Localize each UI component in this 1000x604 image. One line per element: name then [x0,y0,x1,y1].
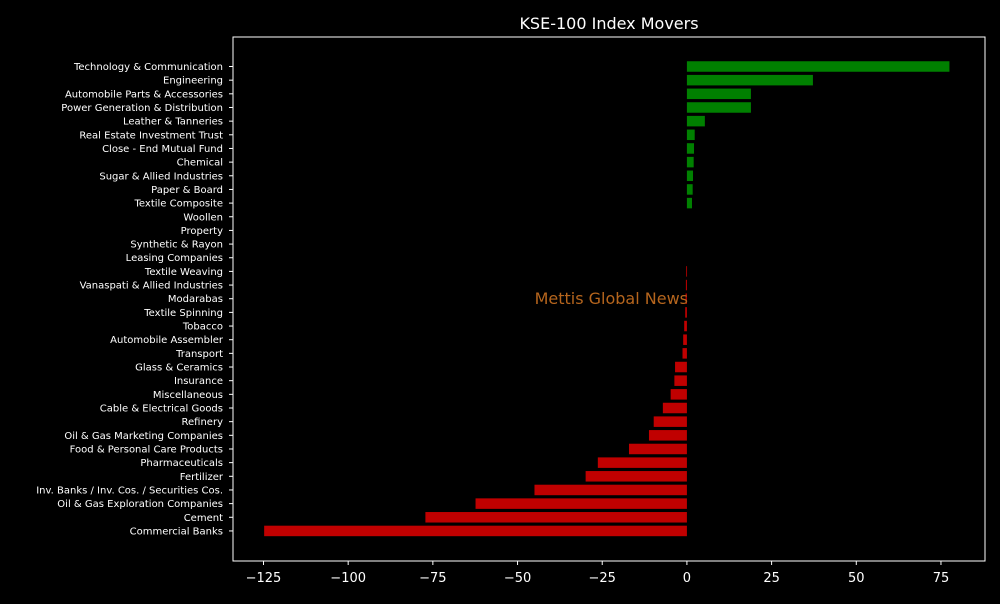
x-tick-label: 0 [683,571,691,586]
y-tick-label: Textile Spinning [143,308,223,319]
y-tick-label: Paper & Board [151,185,223,196]
bar-34 [264,525,687,537]
x-tick-label: −125 [246,571,282,586]
bar-8 [686,170,694,182]
y-tick-label: Commercial Banks [130,526,223,537]
x-tick-label: −75 [419,571,446,586]
y-tick-label: Textile Weaving [144,267,223,278]
bar-20 [683,334,687,345]
y-axis: Technology & Communication Engineering Aut… [36,62,233,537]
bar-0 [686,61,950,72]
y-tick-label: Insurance [174,376,223,387]
y-tick-label: Miscellaneous [153,390,223,401]
y-tick-label: Tobacco [182,322,223,333]
bar-32 [475,498,687,509]
y-tick-label: Cable & Electrical Goods [100,404,223,415]
y-tick-label: Automobile Assembler [110,335,224,346]
y-tick-label: Oil & Gas Marketing Companies [64,431,223,442]
bar-29 [597,457,687,468]
y-tick-label: Property [181,226,223,237]
bar-1 [686,74,813,86]
y-tick-label: Power Generation & Distribution [61,103,223,114]
bar-23 [674,375,687,386]
x-tick-label: 25 [763,571,780,586]
y-tick-label: Leather & Tanneries [123,117,223,128]
x-axis: −125 −100 −75 −50 −25 0 25 50 75 [246,561,950,586]
bar-27 [648,430,687,441]
bar-28 [628,443,687,455]
x-tick-label: 75 [933,571,950,586]
bar-22 [675,361,687,373]
y-tick-label: Transport [175,349,223,360]
y-tick-label: Chemical [177,158,223,169]
bar-15 [686,266,688,277]
bars-layer [264,61,950,537]
x-tick-label: −25 [589,571,616,586]
bar-26 [653,416,687,427]
bar-33 [425,512,687,523]
bar-17 [685,293,687,304]
y-tick-label: Woollen [183,212,223,223]
y-tick-label: Textile Composite [134,199,223,210]
bar-9 [686,184,693,195]
x-tick-label: 50 [848,571,865,586]
y-tick-label: Vanaspati & Allied Industries [80,281,223,292]
bar-24 [670,389,687,400]
y-tick-label: Fertilizer [180,472,224,483]
y-tick-label: Leasing Companies [126,253,223,264]
y-tick-label: Pharmaceuticals [140,458,223,469]
watermark-text: Mettis Global News [535,289,688,308]
bar-18 [685,307,687,318]
y-tick-label: Glass & Ceramics [135,363,223,374]
bar-16 [685,279,687,291]
bar-21 [682,348,687,359]
x-tick-label: −100 [330,571,366,586]
y-tick-label: Refinery [182,417,224,428]
bar-7 [686,156,694,168]
bar-6 [686,143,695,154]
y-tick-label: Inv. Banks / Inv. Cos. / Securities Cos. [36,485,223,496]
bar-3 [686,102,751,113]
bar-19 [684,320,687,332]
y-tick-label: Close - End Mutual Fund [102,144,223,155]
bar-4 [686,115,705,127]
bar-10 [686,197,692,209]
y-tick-label: Cement [184,513,223,524]
y-tick-label: Technology & Communication [73,62,223,73]
bar-5 [686,129,695,141]
y-tick-label: Oil & Gas Exploration Companies [57,499,223,510]
bar-30 [585,471,687,482]
bar-2 [686,88,751,100]
bar-31 [534,484,687,496]
y-tick-label: Sugar & Allied Industries [99,171,223,182]
bar-25 [662,402,687,414]
y-tick-label: Engineering [163,76,223,87]
y-tick-label: Modarabas [168,294,223,305]
chart-title: KSE-100 Index Movers [519,14,698,33]
y-tick-label: Food & Personal Care Products [70,444,223,455]
y-tick-label: Automobile Parts & Accessories [65,89,223,100]
y-tick-label: Synthetic & Rayon [130,240,223,251]
x-tick-label: −50 [504,571,531,586]
y-tick-label: Real Estate Investment Trust [79,130,223,141]
